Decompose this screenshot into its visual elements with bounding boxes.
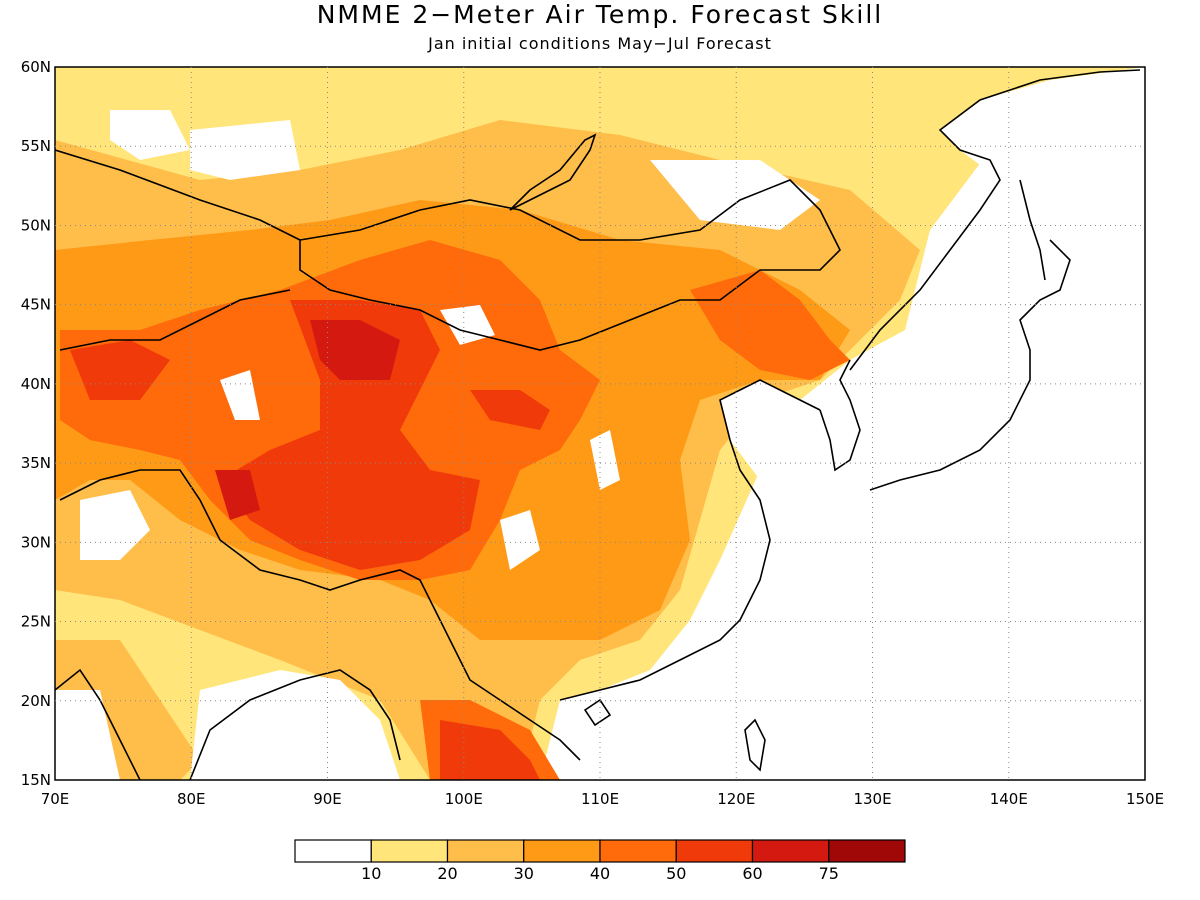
skill-level-5 <box>220 300 480 570</box>
low-skill-gap <box>650 160 820 230</box>
hainan <box>583 698 612 727</box>
lon-tick-label: 100E <box>445 790 483 808</box>
mongolia-border <box>299 179 841 351</box>
low-skill-gap <box>190 120 300 180</box>
taiwan <box>744 718 766 772</box>
legend-swatch <box>599 839 677 863</box>
china-east-coast <box>559 379 821 701</box>
russia-coast <box>849 69 1141 371</box>
skill-level-6b <box>215 470 260 520</box>
bangladesh-coast <box>189 669 401 780</box>
legend-swatch <box>370 839 449 863</box>
axis-ticks: 70E 80E 90E 100E 110E 120E 130E 140E 150E 15N 20N 2… <box>21 58 1164 808</box>
korea <box>819 359 861 472</box>
lat-tick-label: 25N <box>21 613 51 631</box>
ocean <box>55 690 120 780</box>
india-coast <box>55 668 141 780</box>
legend-label: 10 <box>361 864 382 883</box>
southeast-asia <box>429 599 581 761</box>
central-asia-border <box>59 289 291 351</box>
baikal <box>509 133 597 211</box>
lat-tick-label: 45N <box>21 296 51 314</box>
low-skill-gap <box>590 430 620 490</box>
ocean <box>560 67 1145 780</box>
lat-tick-label: 60N <box>21 58 51 76</box>
skill-level-5b <box>470 390 550 430</box>
legend-label: 20 <box>437 864 458 883</box>
coastlines <box>55 69 1141 780</box>
low-skill-gap <box>80 490 150 560</box>
legend-swatch <box>675 839 754 863</box>
sakhalin <box>1019 179 1046 281</box>
skill-level-4b <box>690 270 850 380</box>
low-skill-gap <box>110 110 190 160</box>
low-skill-gap <box>220 370 260 420</box>
legend-label: 50 <box>666 864 687 883</box>
skill-level-5d <box>70 340 170 400</box>
lon-tick-label: 110E <box>581 790 619 808</box>
map-title: NMME 2−Meter Air Temp. Forecast Skill <box>316 0 884 29</box>
lat-tick-label: 40N <box>21 375 51 393</box>
bay-of-bengal <box>190 670 400 780</box>
legend-swatch <box>523 839 601 863</box>
legend-label: 30 <box>513 864 534 883</box>
legend-swatch <box>751 839 830 863</box>
lat-tick-label: 50N <box>21 216 51 234</box>
legend-label: 60 <box>742 864 763 883</box>
low-skill-gap <box>500 510 540 570</box>
lon-tick-label: 150E <box>1126 790 1164 808</box>
map-subtitle: Jan initial conditions May−Jul Forecast <box>428 34 772 53</box>
japan <box>869 239 1071 491</box>
lat-tick-label: 55N <box>21 137 51 155</box>
lon-tick-label: 90E <box>313 790 342 808</box>
lat-tick-label: 15N <box>21 771 51 789</box>
lon-tick-label: 120E <box>717 790 755 808</box>
lat-tick-label: 20N <box>21 692 51 710</box>
legend-swatch <box>294 839 372 863</box>
lon-tick-label: 130E <box>853 790 891 808</box>
legend-label: 75 <box>818 864 839 883</box>
lon-tick-label: 80E <box>177 790 206 808</box>
skill-level-6 <box>310 320 400 380</box>
lon-tick-label: 70E <box>41 790 70 808</box>
lat-tick-label: 35N <box>21 454 51 472</box>
legend-swatch <box>446 839 525 863</box>
legend-label: 40 <box>589 864 611 883</box>
india-border <box>59 469 431 601</box>
lon-tick-label: 140E <box>990 790 1028 808</box>
kazakh-border <box>55 149 301 241</box>
color-legend <box>294 839 906 863</box>
lat-tick-label: 30N <box>21 533 51 551</box>
gridlines <box>55 67 1145 780</box>
skill-field <box>55 67 1145 780</box>
skill-level-5c <box>440 720 540 780</box>
legend-swatch <box>828 839 906 863</box>
